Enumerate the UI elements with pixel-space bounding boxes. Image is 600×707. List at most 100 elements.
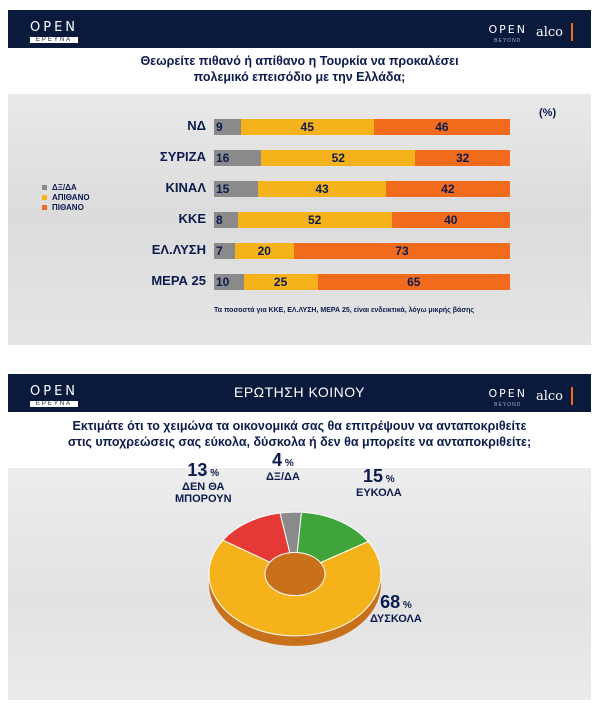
question-line-1: Θεωρείτε πιθανό ή απίθανο η Τουρκία να π… [140,54,459,68]
bar-dk [214,150,262,166]
bar-dk [214,181,259,197]
bar-likely [293,243,510,259]
row-label: ΚΙΝΑΛ [165,180,206,195]
bar-value-label: 25 [273,275,288,289]
bar-likely [317,274,510,290]
open-logo: OPEN ΕΡΕΥΝΑ [30,18,79,43]
bar-unlikely [243,274,318,290]
question-title: Θεωρείτε πιθανό ή απίθανο η Τουρκία να π… [8,48,591,94]
question-line-2: πολεμικό επεισόδιο με την Ελλάδα; [193,70,406,84]
bar-value-label: 52 [331,151,345,165]
bar-likely [385,181,510,197]
row-label: ΝΔ [187,118,206,133]
top-bar: OPEN ΕΡΕΥΝΑ OPEN BEYOND alco [8,10,591,48]
bar-unlikely [237,212,392,228]
bar-value-label: 10 [216,275,230,289]
open-logo-subtext-2: ΕΡΕΥΝΑ [30,401,79,407]
legend-swatch-unlikely [42,194,47,200]
bar-unlikely [261,150,416,166]
bar-value-label: 46 [435,120,449,134]
donut-slice-cannot [222,512,291,563]
open-logo-text: OPEN [30,20,79,35]
legend-item-dk: ΔΞ/ΔΑ [42,182,90,192]
bar-value-label: 42 [441,182,455,196]
question2-line-2: στις υποχρεώσεις σας εύκολα, δύσκολα ή δ… [67,435,532,449]
percent-symbol: % [383,474,395,485]
percent-symbol: % [400,600,412,611]
panel-header-title: ΕΡΩΤΗΣΗ ΚΟΙΝΟΥ [233,384,366,400]
bar-unlikely [258,181,386,197]
donut-category-label: ΕΥΚΟΛΑ [356,487,402,499]
footnote: Τα ποσοστά για ΚΚΕ, ΕΛ.ΛΥΣΗ, ΜΕΡΑ 25, εί… [214,307,475,314]
bar-value-label: 52 [307,213,322,227]
bar-likely [415,150,510,166]
bar-value-label: 43 [315,182,329,196]
donut-category-label: ΔΕΝ ΘΑ [182,481,225,493]
open-logo-text-2: OPEN [30,384,79,399]
bar-value-label: 16 [216,151,230,165]
bar-value-label: 65 [407,275,421,289]
open-beyond-logo-2: OPEN [488,387,527,400]
partner-logos: OPEN BEYOND alco [488,20,573,44]
donut-slice-hard [208,539,382,637]
donut-label-cannot: 13 % ΔΕΝ ΘΑ ΜΠΟΡΟΥΝ [175,460,232,505]
partner-logos-2: OPEN BEYOND alco [488,384,573,408]
bar-unlikely [240,119,374,135]
donut-chart [208,511,382,646]
bar-likely [391,212,510,228]
bar-likely [373,119,510,135]
bar-value-label: 9 [216,120,223,134]
bar-dk [214,212,238,228]
donut-label-easy: 15 % ΕΥΚΟΛΑ [356,466,402,499]
donut-value: 4 [272,450,283,470]
donut-category-label: ΜΠΟΡΟΥΝ [175,493,232,505]
unit-label: (%) [539,107,557,119]
bar-value-label: 45 [300,120,314,134]
bar-value-label: 73 [395,244,409,258]
bar-value-label: 8 [216,213,223,227]
bar-dk [214,274,244,290]
percent-symbol: % [282,458,294,469]
donut-label-dk: 4 % ΔΞ/ΔΑ [266,450,300,483]
top-bar-2: OPEN ΕΡΕΥΝΑ ΕΡΩΤΗΣΗ ΚΟΙΝΟΥ OPEN BEYOND a… [8,374,591,412]
logo-separator [571,23,573,41]
donut-chart-panel: OPEN ΕΡΕΥΝΑ ΕΡΩΤΗΣΗ ΚΟΙΝΟΥ OPEN BEYOND a… [8,374,591,700]
legend-label-unlikely: ΑΠΙΘΑΝΟ [52,192,90,202]
donut-value: 15 [362,466,383,486]
legend: ΔΞ/ΔΑ ΑΠΙΘΑΝΟ ΠΙΘΑΝΟ [42,182,90,212]
alco-logo: alco [535,24,563,40]
open-logo-subtext: ΕΡΕΥΝΑ [30,37,79,43]
bar-value-label: 32 [455,151,470,165]
legend-swatch-dk [42,184,47,190]
legend-label-dk: ΔΞ/ΔΑ [52,182,77,192]
question2-line-1: Εκτιμάτε ότι το χειμώνα τα οικονομικά σα… [72,419,527,433]
open-beyond-subtext: BEYOND [494,38,522,44]
row-label: ΕΛ.ΛΥΣΗ [151,242,206,257]
open-beyond-logo: OPEN [488,23,527,36]
bar-value-label: 7 [216,244,223,258]
legend-label-likely: ΠΙΘΑΝΟ [52,202,84,212]
row-label: ΚΚΕ [178,211,206,226]
bar-value-label: 40 [444,213,458,227]
question-title-2: Εκτιμάτε ότι το χειμώνα τα οικονομικά σα… [8,412,591,468]
alco-logo-2: alco [535,388,563,404]
open-beyond-subtext-2: BEYOND [494,402,522,408]
donut-value: 68 [380,592,401,612]
open-logo-2: OPEN ΕΡΕΥΝΑ [30,382,79,407]
legend-swatch-likely [42,204,47,210]
bar-unlikely [234,243,294,259]
bar-value-label: 15 [216,182,230,196]
legend-item-likely: ΠΙΘΑΝΟ [42,202,90,212]
legend-item-unlikely: ΑΠΙΘΑΝΟ [42,192,90,202]
donut-category-label: ΔΥΣΚΟΛΑ [370,613,422,625]
bar-dk [214,243,235,259]
row-label: ΜΕΡΑ 25 [151,273,206,288]
party-bar-chart-panel: OPEN ΕΡΕΥΝΑ OPEN BEYOND alco Θεωρείτε πι… [8,10,591,345]
logo-separator-2 [571,387,573,405]
row-label: ΣΥΡΙΖΑ [159,149,206,164]
donut-value: 13 [187,460,208,480]
bar-value-label: 20 [257,244,271,258]
percent-symbol: % [207,468,220,479]
donut-label-hard: 68 % ΔΥΣΚΟΛΑ [370,592,422,625]
donut-category-label: ΔΞ/ΔΑ [266,471,300,483]
